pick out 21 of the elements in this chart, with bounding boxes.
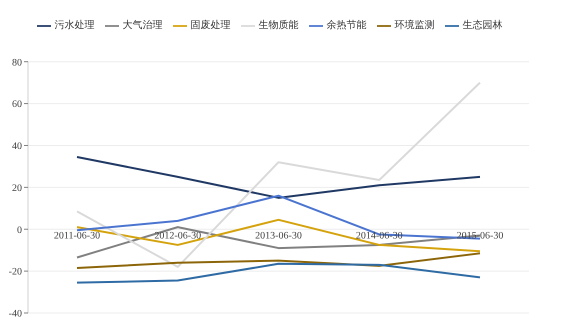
y-tick-label: 40 [12,141,22,152]
y-tick-label: 80 [12,57,22,68]
legend-label: 大气治理 [122,20,162,31]
x-tick-label: 2012-06-30 [154,230,202,242]
legend-label: 环境监测 [394,20,434,31]
line-series [76,156,481,199]
legend-label: 余热节能 [326,20,366,31]
legend-label: 生态园林 [462,20,502,31]
legend-label: 污水处理 [54,20,94,31]
y-tick-label: 0 [17,224,22,236]
x-tick-label: 2011-06-30 [54,230,100,242]
x-tick-label: 2015-06-30 [456,230,504,242]
y-tick-label: 20 [12,182,22,194]
y-tick-label: 60 [12,99,22,110]
legend-label: 固废处理 [190,20,230,31]
y-tick-label: -20 [8,266,22,278]
line-series [76,252,481,269]
y-tick-label: -40 [8,308,22,320]
x-tick-label: 2013-06-30 [255,230,302,242]
line-series [76,262,481,284]
legend-label: 生物质能 [258,20,298,31]
